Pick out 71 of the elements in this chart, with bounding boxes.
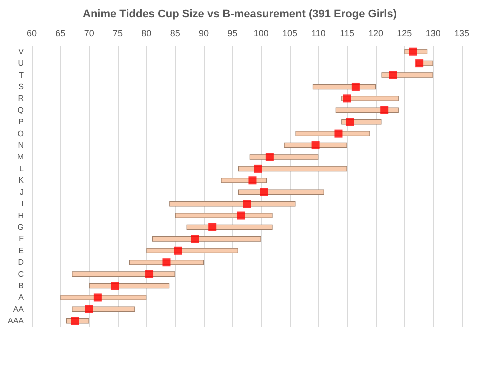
point <box>248 176 257 185</box>
x-tick-label: 70 <box>84 28 94 38</box>
point <box>162 258 171 267</box>
y-tick-label: F <box>19 234 24 244</box>
point <box>85 305 94 314</box>
x-tick-label: 120 <box>368 28 384 38</box>
x-tick-label: 75 <box>112 28 124 38</box>
y-tick-label: S <box>18 82 24 92</box>
point <box>416 60 424 68</box>
y-tick-label: AAA <box>8 316 25 326</box>
x-tick-label: 130 <box>426 28 441 38</box>
y-tick-label: E <box>18 246 24 256</box>
point <box>352 82 360 91</box>
y-tick-label: D <box>18 258 24 268</box>
y-tick-label: K <box>18 176 25 186</box>
point <box>312 142 320 150</box>
bar <box>175 213 273 218</box>
point <box>343 94 352 103</box>
x-tick-label: 80 <box>142 28 152 38</box>
bar <box>238 190 324 195</box>
x-tick-label: 135 <box>454 28 470 38</box>
point <box>389 71 398 80</box>
point <box>266 153 274 162</box>
point <box>254 164 262 173</box>
x-tick-label: 125 <box>397 28 412 38</box>
point <box>260 188 268 196</box>
bar <box>72 272 176 277</box>
y-tick-label: V <box>18 47 25 56</box>
point <box>94 294 102 302</box>
y-tick-label: B <box>18 282 24 291</box>
chart-title: Anime Tiddes Cup Size vs B-measurement (391 Eroge Girls) <box>82 8 398 20</box>
point <box>71 317 79 326</box>
point <box>174 246 182 255</box>
point <box>237 212 246 220</box>
x-tick-label: 65 <box>56 28 66 38</box>
x-tick-label: 60 <box>26 28 38 38</box>
y-tick-label: AA <box>13 304 25 314</box>
y-tick-label: R <box>18 94 24 104</box>
x-tick-label: 95 <box>228 28 238 38</box>
point <box>243 200 251 208</box>
y-tick-label: Q <box>18 106 24 115</box>
point <box>146 270 154 278</box>
y-tick-label: H <box>18 211 24 220</box>
y-tick-label: P <box>18 118 24 127</box>
point <box>346 118 354 126</box>
y-tick-label: N <box>18 141 24 150</box>
point <box>409 48 418 56</box>
x-tick-label: 105 <box>282 28 298 38</box>
bar <box>129 260 204 266</box>
bar <box>146 248 238 254</box>
y-tick-label: T <box>19 70 24 80</box>
point <box>111 282 120 290</box>
x-tick-label: 85 <box>170 28 180 38</box>
x-tick-label: 110 <box>311 28 326 38</box>
x-tick-label: 90 <box>198 28 210 38</box>
y-tick-label: L <box>20 164 25 174</box>
y-tick-label: I <box>22 200 24 209</box>
point <box>191 235 200 244</box>
y-tick-label: M <box>17 152 24 162</box>
bar <box>152 236 262 242</box>
x-tick-label: 115 <box>340 28 355 38</box>
point <box>380 106 389 114</box>
point <box>208 223 217 232</box>
y-tick-label: C <box>18 270 24 279</box>
point <box>334 130 343 138</box>
y-tick-label: A <box>18 293 25 302</box>
y-tick-label: O <box>18 129 24 138</box>
y-tick-label: U <box>18 59 24 68</box>
y-tick-label: G <box>18 222 24 232</box>
x-tick-label: 100 <box>254 28 269 38</box>
y-tick-label: J <box>20 188 24 197</box>
